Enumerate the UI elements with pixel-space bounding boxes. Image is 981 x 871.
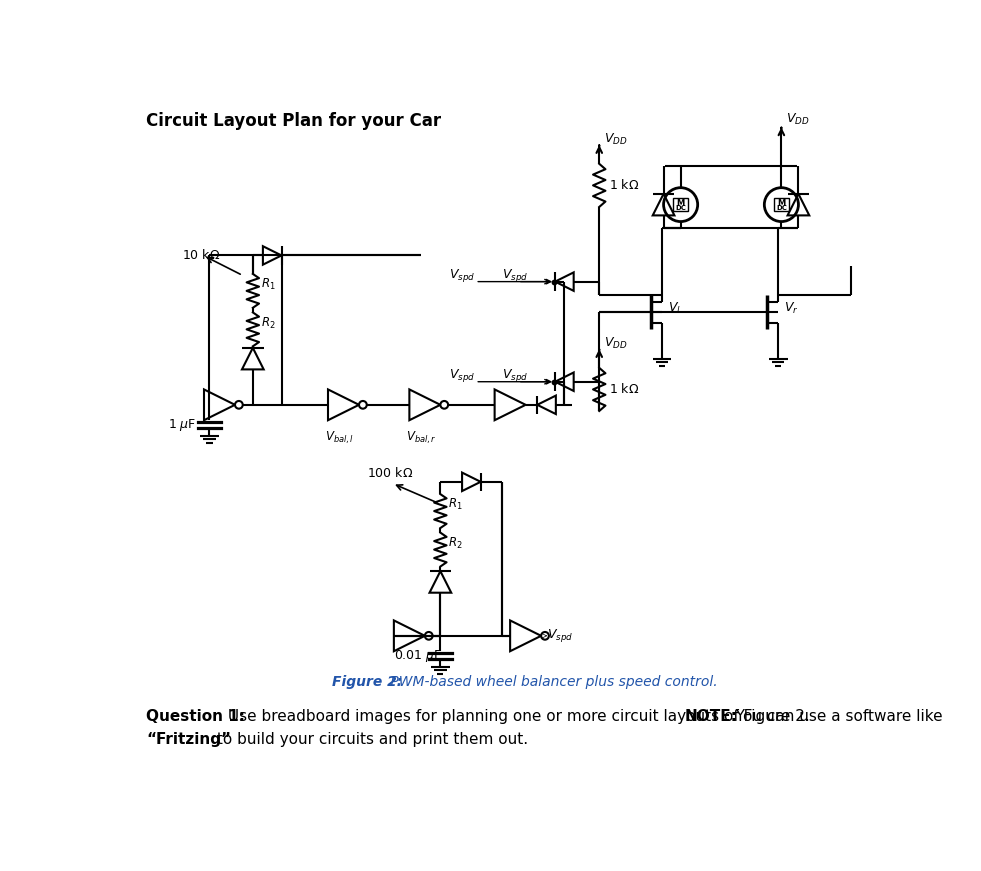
Text: $V_{DD}$: $V_{DD}$	[786, 112, 809, 127]
Text: $V_{spd}$: $V_{spd}$	[547, 627, 574, 645]
Text: $V_{spd}$: $V_{spd}$	[502, 267, 529, 284]
Text: DC: DC	[675, 206, 686, 212]
Text: NOTE:: NOTE:	[685, 709, 738, 724]
Text: $V_r$: $V_r$	[785, 301, 800, 316]
Bar	[673, 199, 689, 211]
Text: 0.01 $\mu$F: 0.01 $\mu$F	[394, 648, 442, 664]
Bar	[774, 199, 789, 211]
Text: $R_1$: $R_1$	[261, 277, 276, 293]
Text: Use breadboard images for planning one or more circuit layouts of Figure 2.: Use breadboard images for planning one o…	[223, 709, 819, 724]
Text: Circuit Layout Plan for your Car: Circuit Layout Plan for your Car	[146, 112, 441, 131]
Text: Question 1:: Question 1:	[146, 709, 245, 724]
Text: $V_{spd}$: $V_{spd}$	[502, 367, 529, 384]
Text: to build your circuits and print them out.: to build your circuits and print them ou…	[212, 733, 528, 747]
Text: PWM-based wheel balancer plus speed control.: PWM-based wheel balancer plus speed cont…	[387, 675, 718, 689]
Text: Figure 2:: Figure 2:	[332, 675, 402, 689]
Text: “Fritzing”: “Fritzing”	[146, 733, 231, 747]
Text: You can use a software like: You can use a software like	[726, 709, 943, 724]
Text: $V_{bal,r}$: $V_{bal,r}$	[406, 429, 437, 446]
Text: M: M	[777, 199, 786, 207]
Text: $V_{spd}$: $V_{spd}$	[449, 367, 475, 384]
Text: $V_{spd}$: $V_{spd}$	[449, 267, 475, 284]
Text: M: M	[677, 199, 685, 207]
Text: $V_{DD}$: $V_{DD}$	[604, 335, 628, 351]
Text: $R_2$: $R_2$	[261, 315, 276, 331]
Text: 10 k$\Omega$: 10 k$\Omega$	[181, 248, 220, 262]
Text: 1 k$\Omega$: 1 k$\Omega$	[608, 179, 639, 192]
Text: $R_1$: $R_1$	[448, 497, 463, 512]
Text: 1 k$\Omega$: 1 k$\Omega$	[608, 382, 639, 396]
Text: DC: DC	[776, 206, 787, 212]
Text: $V_{DD}$: $V_{DD}$	[604, 132, 628, 146]
Text: $V_l$: $V_l$	[668, 301, 681, 316]
Text: $R_2$: $R_2$	[448, 536, 463, 551]
Text: 1 $\mu$F: 1 $\mu$F	[168, 417, 196, 433]
Text: 100 k$\Omega$: 100 k$\Omega$	[367, 466, 413, 480]
Text: $V_{bal,l}$: $V_{bal,l}$	[325, 429, 354, 446]
